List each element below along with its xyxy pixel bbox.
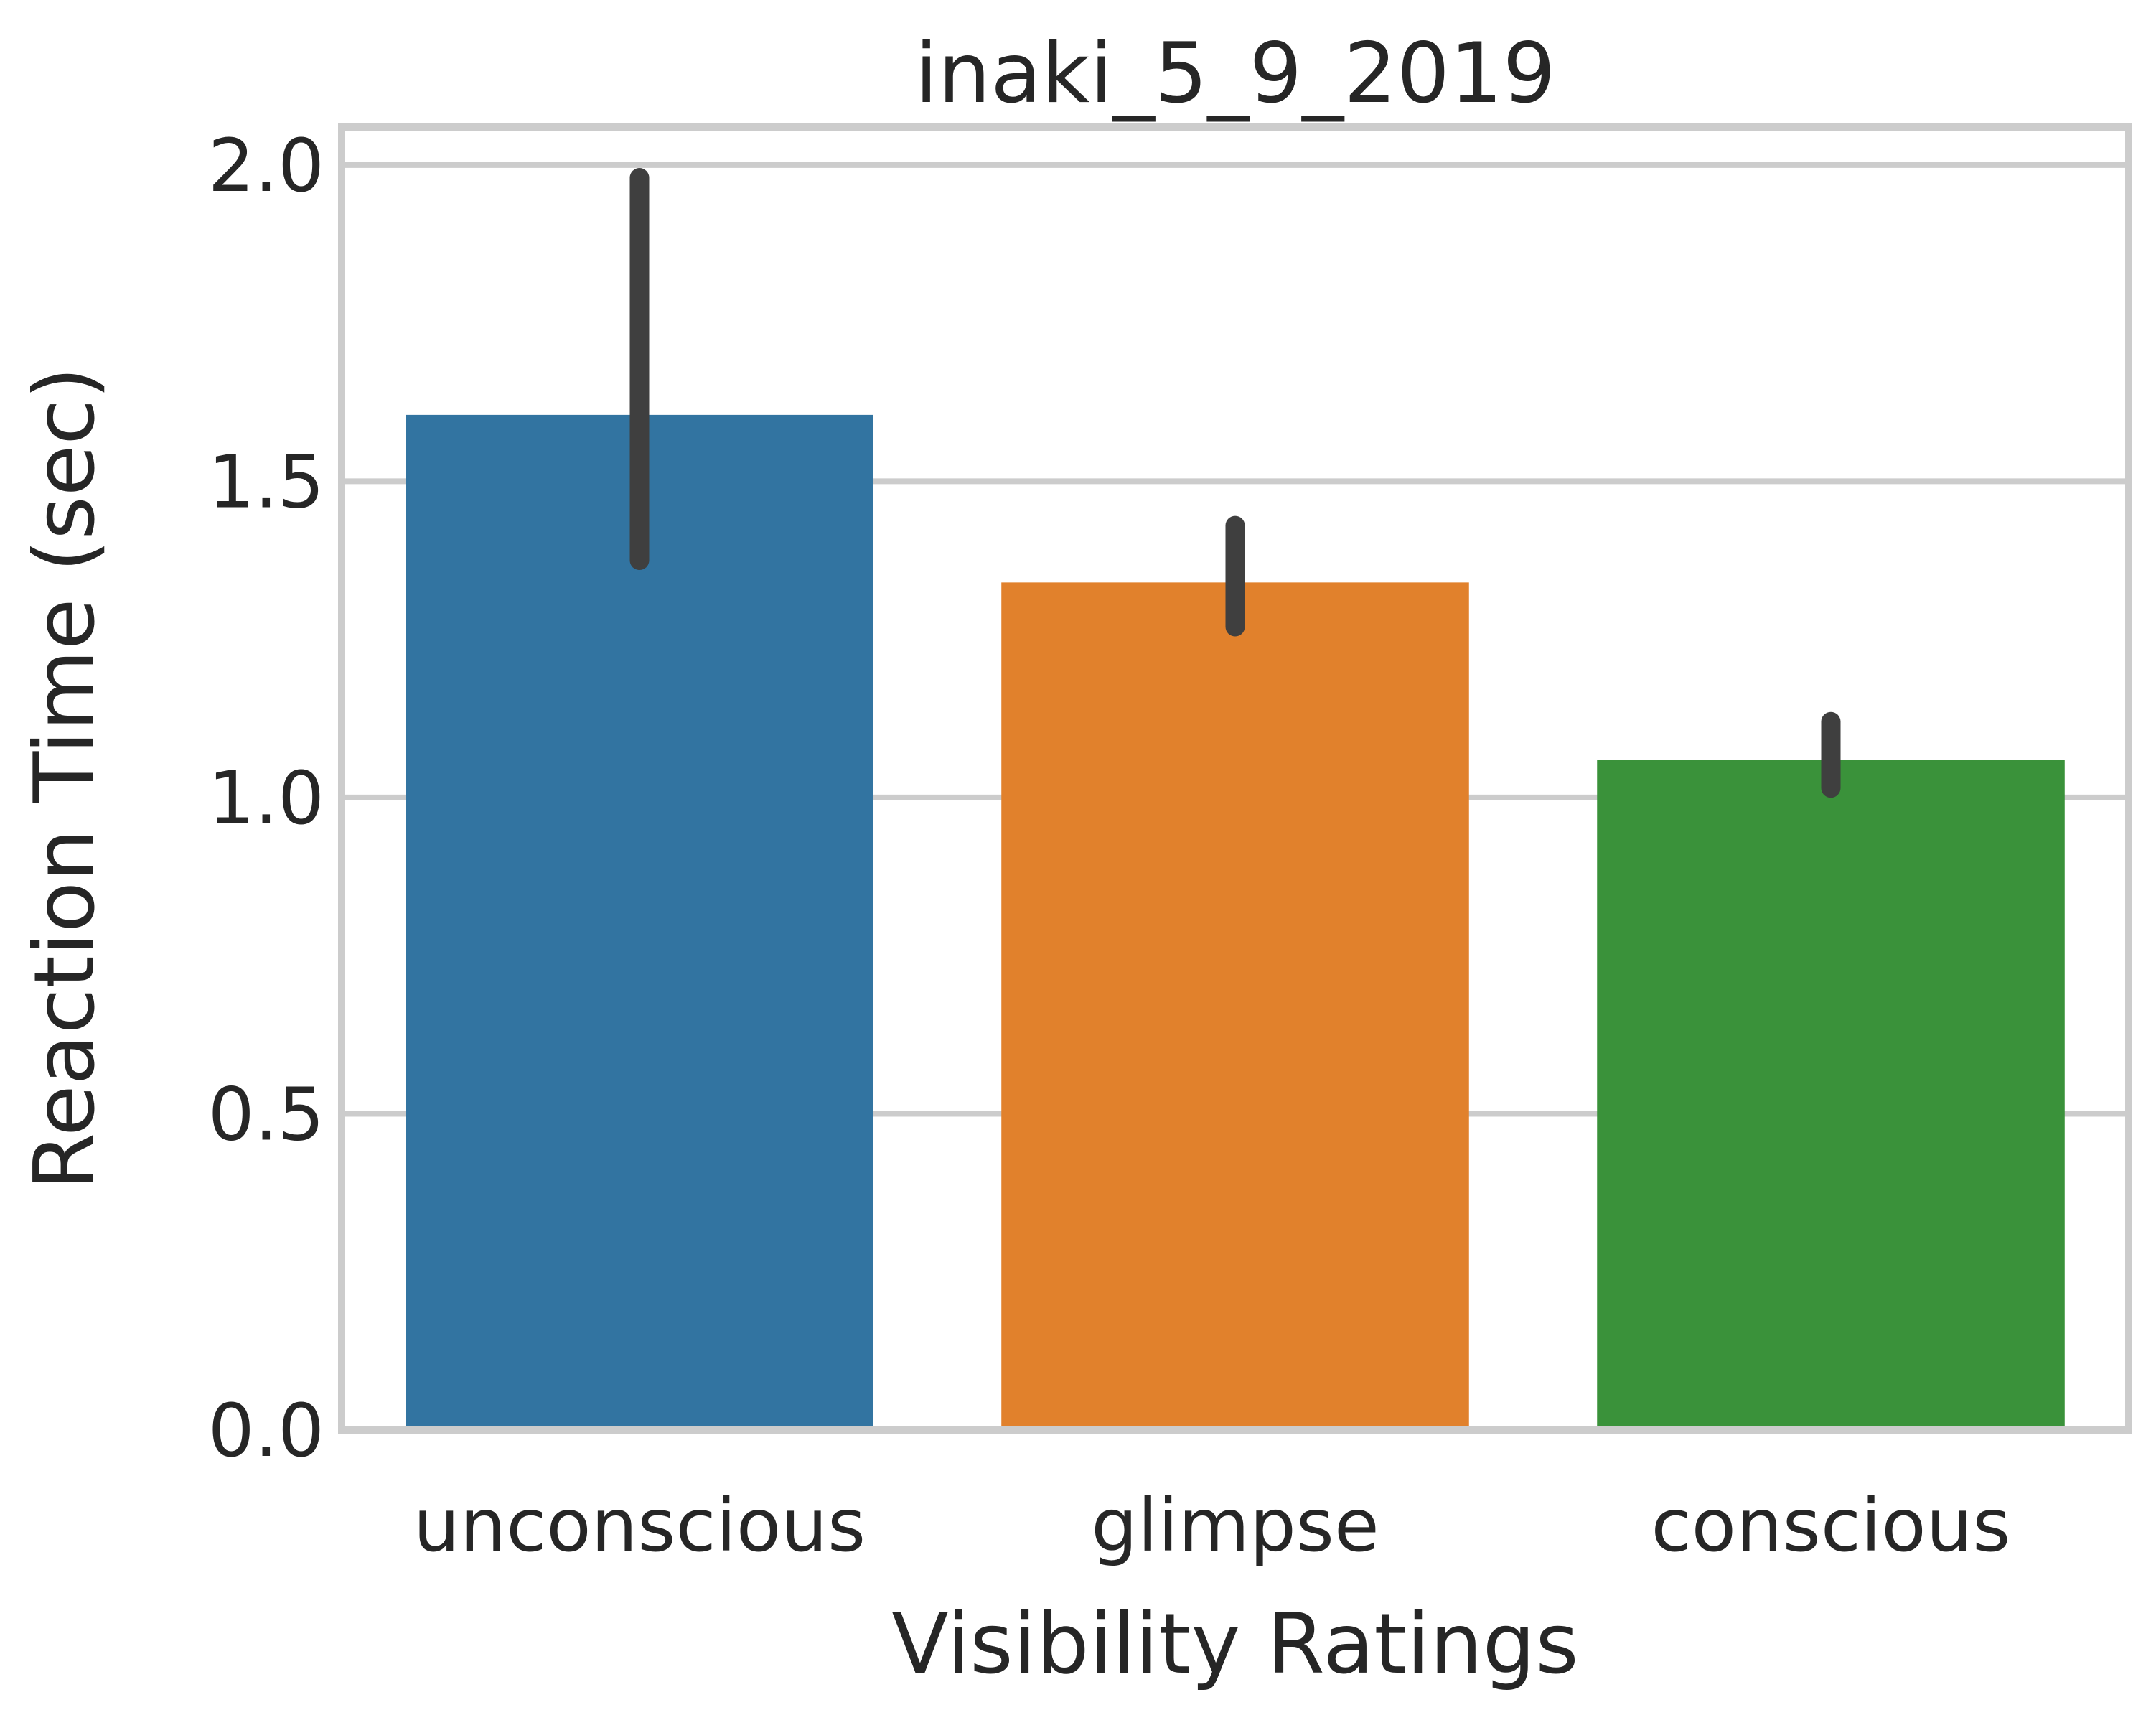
y-axis-label: Reaction Time (sec): [17, 367, 113, 1191]
plot-frame: [338, 123, 2132, 1434]
x-axis-label: Visibility Ratings: [891, 1596, 1578, 1693]
error-bars: [629, 167, 1841, 798]
y-tick-label: 2.0: [208, 123, 324, 209]
y-tick-label: 1.5: [208, 439, 324, 525]
x-tick-label: unconscious: [413, 1483, 866, 1569]
bar-conscious: [1597, 760, 2065, 1426]
y-tick-labels: 0.0 0.5 1.0 1.5 2.0: [208, 123, 324, 1474]
bar-glimpse: [1001, 582, 1469, 1427]
x-tick-labels: unconscious glimpse conscious: [413, 1483, 2011, 1569]
x-tick-label: glimpse: [1091, 1483, 1379, 1569]
x-tick-label: conscious: [1651, 1483, 2011, 1569]
chart-title: inaki_5_9_2019: [914, 25, 1555, 122]
y-tick-label: 0.0: [208, 1388, 324, 1474]
bars: [406, 414, 2065, 1427]
bar-unconscious: [406, 414, 873, 1426]
y-tick-label: 1.0: [208, 756, 324, 841]
y-tick-label: 0.5: [208, 1072, 324, 1157]
